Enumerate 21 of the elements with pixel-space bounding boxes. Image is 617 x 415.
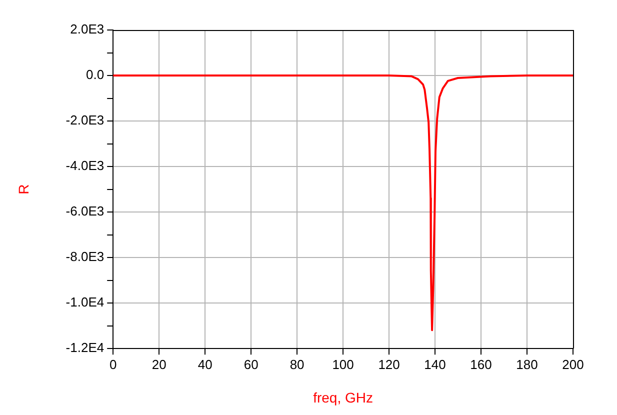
- x-tick-label: 100: [332, 356, 354, 372]
- y-tick-label: 2.0E3: [70, 22, 104, 37]
- x-tick-label: 60: [244, 356, 258, 372]
- x-tick-label: 0: [109, 356, 117, 372]
- x-tick-label: 20: [152, 356, 166, 372]
- x-tick-label: 40: [198, 356, 212, 372]
- y-tick-label: -6.0E3: [66, 204, 104, 219]
- x-tick-label: 140: [424, 356, 446, 372]
- x-tick-label: 200: [562, 356, 584, 372]
- y-tick-label: -4.0E3: [66, 158, 104, 174]
- y-axis-title: R: [15, 184, 32, 194]
- x-axis-title: freq, GHz: [313, 389, 374, 406]
- x-tick-label: 160: [470, 356, 492, 372]
- y-tick-label: -8.0E3: [66, 249, 104, 264]
- y-tick-label: -1.0E4: [66, 294, 104, 310]
- x-tick-label: 80: [290, 356, 304, 372]
- x-tick-label: 120: [378, 356, 400, 372]
- x-tick-label: 180: [516, 356, 538, 372]
- y-tick-label: 0.0: [86, 67, 104, 82]
- y-tick-label: -2.0E3: [66, 112, 104, 128]
- y-tick-label: -1.2E4: [66, 340, 104, 356]
